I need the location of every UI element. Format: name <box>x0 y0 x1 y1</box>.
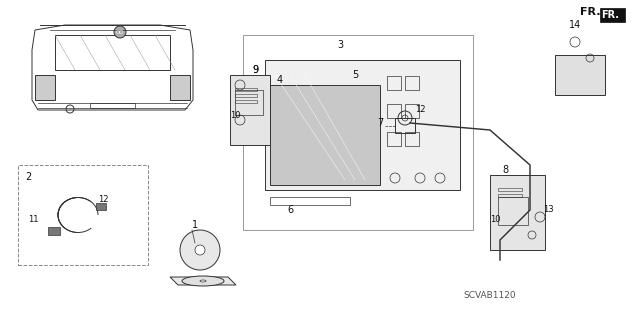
Bar <box>405 76 419 90</box>
Bar <box>405 104 419 118</box>
Bar <box>235 90 263 115</box>
Bar <box>555 55 605 95</box>
Text: 9: 9 <box>252 65 258 75</box>
Bar <box>498 188 522 191</box>
Text: 6: 6 <box>287 205 293 215</box>
Bar <box>387 132 401 146</box>
Circle shape <box>114 26 126 38</box>
Bar <box>235 94 257 97</box>
Text: 10: 10 <box>490 216 500 225</box>
Bar <box>230 75 270 145</box>
Text: OO: OO <box>116 29 124 34</box>
Text: 13: 13 <box>543 205 554 214</box>
Bar <box>235 100 257 103</box>
Text: 11: 11 <box>28 216 38 225</box>
Text: 7: 7 <box>377 118 383 128</box>
Text: 10: 10 <box>230 110 240 120</box>
Polygon shape <box>35 75 55 100</box>
Bar <box>387 104 401 118</box>
Bar <box>498 197 528 225</box>
Bar <box>270 85 380 185</box>
Text: 3: 3 <box>337 40 343 50</box>
Text: 2: 2 <box>25 172 31 182</box>
Text: FR.: FR. <box>580 7 600 17</box>
Ellipse shape <box>200 280 206 282</box>
Polygon shape <box>600 8 625 22</box>
Bar <box>243 35 473 230</box>
Bar <box>498 194 522 197</box>
Text: 9: 9 <box>252 65 258 75</box>
Bar <box>265 60 460 190</box>
Text: 8: 8 <box>502 165 508 175</box>
Bar <box>270 197 350 205</box>
Text: SCVAB1120: SCVAB1120 <box>464 291 516 300</box>
Bar <box>96 203 106 210</box>
Bar <box>18 165 148 265</box>
Bar <box>48 227 60 235</box>
Bar <box>490 175 545 250</box>
Text: 14: 14 <box>569 20 581 30</box>
Text: 5: 5 <box>352 70 358 80</box>
Text: 12: 12 <box>98 196 108 204</box>
Bar <box>405 132 419 146</box>
Bar <box>387 76 401 90</box>
Polygon shape <box>170 75 190 100</box>
Ellipse shape <box>182 276 224 286</box>
Circle shape <box>195 245 205 255</box>
Text: 4: 4 <box>277 75 283 85</box>
Polygon shape <box>170 277 236 285</box>
Text: 12: 12 <box>415 106 425 115</box>
Text: 1: 1 <box>192 220 198 230</box>
Bar <box>395 118 415 133</box>
Text: FR.: FR. <box>601 10 619 20</box>
Circle shape <box>180 230 220 270</box>
Bar <box>235 88 257 91</box>
